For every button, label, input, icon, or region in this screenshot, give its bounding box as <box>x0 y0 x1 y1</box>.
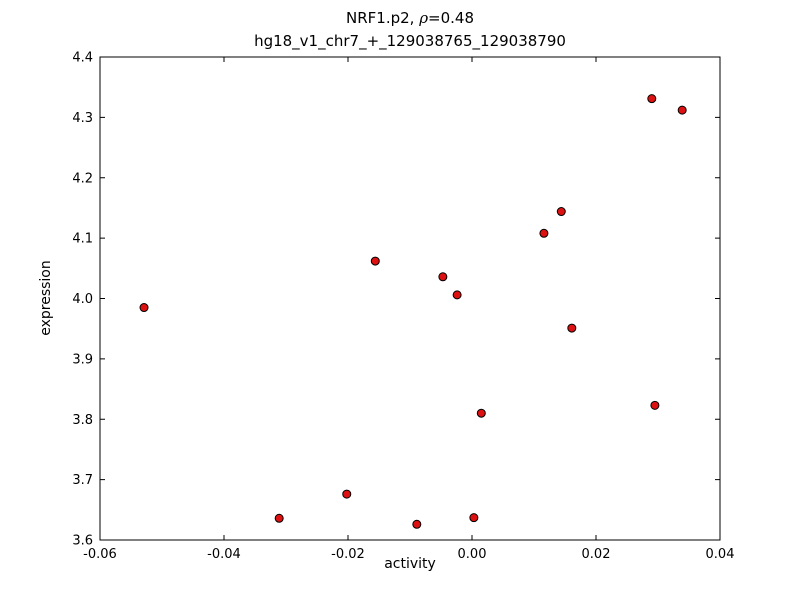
scatter-point <box>476 408 486 418</box>
chart-title-suffix: =0.48 <box>428 9 474 27</box>
scatter-point <box>342 489 352 499</box>
x-axis-label: activity <box>384 556 436 572</box>
scatter-point <box>650 400 660 410</box>
scatter-point <box>469 513 479 523</box>
y-tick-label: 3.6 <box>72 534 93 549</box>
y-tick-label: 3.7 <box>72 473 93 488</box>
scatter-point <box>567 323 577 333</box>
scatter-point <box>556 207 566 217</box>
plot-frame <box>99 56 721 541</box>
x-tick-label: 0.00 <box>458 547 487 562</box>
x-tick-label: -0.04 <box>207 547 241 562</box>
y-tick-label: 4.0 <box>72 292 93 307</box>
y-tick-label: 4.2 <box>72 171 93 186</box>
chart-title-rho: ρ <box>419 9 429 27</box>
chart-title-block: NRF1.p2, ρ=0.48 hg18_v1_chr7_+_129038765… <box>100 7 720 53</box>
y-tick-label: 4.1 <box>72 232 93 247</box>
y-tick-label: 4.3 <box>72 111 93 126</box>
scatter-point <box>370 256 380 266</box>
x-tick-label: -0.06 <box>83 547 117 562</box>
chart-subtitle: hg18_v1_chr7_+_129038765_129038790 <box>254 32 566 50</box>
scatter-point <box>677 105 687 115</box>
y-tick-label: 3.8 <box>72 413 93 428</box>
chart-title: NRF1.p2, ρ=0.48 <box>100 7 720 30</box>
scatter-point <box>139 303 149 313</box>
scatter-point <box>274 513 284 523</box>
y-axis-label: expression <box>38 260 54 336</box>
scatter-point <box>647 94 657 104</box>
chart-title-prefix: NRF1.p2, <box>346 9 420 27</box>
scatter-point <box>452 290 462 300</box>
x-tick-label: 0.02 <box>582 547 611 562</box>
x-ticks: -0.06 -0.04 -0.02 0.00 0.02 0.04 <box>83 57 734 562</box>
y-ticks: 3.6 3.7 3.8 3.9 4.0 4.1 4.2 4.3 4.4 <box>72 51 720 549</box>
y-tick-label: 4.4 <box>72 51 93 66</box>
scatter-point <box>412 519 422 529</box>
scatter-point <box>539 228 549 238</box>
x-tick-label: 0.04 <box>706 547 735 562</box>
data-points <box>139 94 687 529</box>
y-tick-label: 3.9 <box>72 352 93 367</box>
x-tick-label: -0.02 <box>331 547 365 562</box>
scatter-point <box>438 272 448 282</box>
